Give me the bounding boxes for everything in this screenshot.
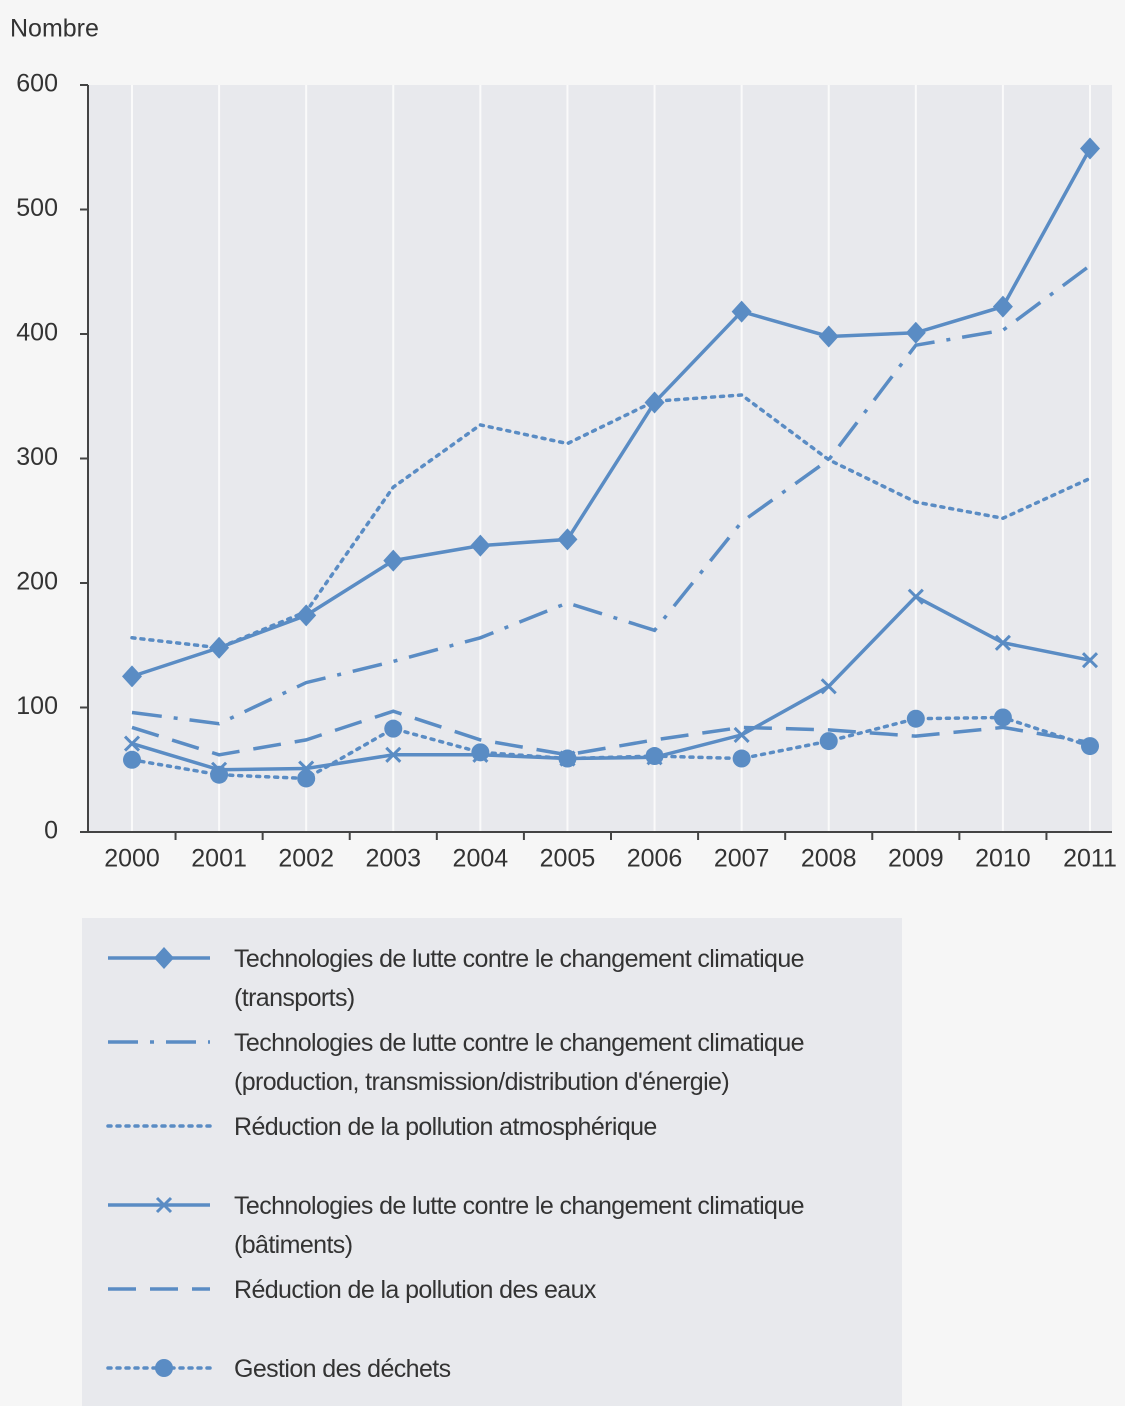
marker <box>209 636 230 659</box>
x-tick-label: 2000 <box>104 845 160 873</box>
marker <box>1081 652 1099 669</box>
marker <box>907 588 924 605</box>
marker <box>154 947 174 969</box>
marker <box>1080 137 1100 160</box>
legend-swatch <box>106 1124 212 1128</box>
x-tick-label: 2007 <box>714 845 770 873</box>
marker <box>992 295 1013 318</box>
marker <box>993 708 1012 727</box>
legend-item: Réduction de la pollution des eaux <box>82 1271 902 1310</box>
x-tick-label: 2003 <box>365 845 421 873</box>
marker <box>471 743 490 762</box>
marker <box>820 678 837 695</box>
x-tick-label: 2011 <box>1063 845 1117 873</box>
legend-item: Technologies de lutte contre le changeme… <box>82 940 902 1018</box>
y-tick-label: 200 <box>16 568 58 596</box>
legend-item: Technologies de lutte contre le changeme… <box>82 1187 902 1265</box>
y-tick-label: 500 <box>16 194 58 222</box>
marker <box>731 300 752 323</box>
marker <box>994 634 1011 651</box>
marker <box>384 719 403 738</box>
legend-label: Technologies de lutte contre le changeme… <box>234 1029 805 1096</box>
marker <box>905 321 926 344</box>
plot-area <box>88 85 1112 832</box>
x-tick-label: 2008 <box>801 845 857 873</box>
legend-item: Technologies de lutte contre le changeme… <box>82 1024 902 1102</box>
x-tick-label: 2002 <box>278 845 334 873</box>
marker <box>122 665 142 688</box>
marker <box>819 732 838 751</box>
legend-swatch <box>108 1040 210 1044</box>
x-tick-label: 2001 <box>191 845 247 873</box>
marker <box>470 534 491 557</box>
legend-label: Réduction de la pollution atmosphérique <box>234 1113 657 1141</box>
x-tick-label: 2006 <box>627 845 683 873</box>
marker <box>123 750 141 769</box>
marker <box>733 726 750 743</box>
series-line <box>131 709 1091 757</box>
legend-label: Gestion des déchets <box>234 1355 451 1383</box>
marker <box>155 1359 173 1377</box>
y-tick-label: 400 <box>16 319 58 347</box>
series-line <box>131 264 1092 726</box>
legend-swatch <box>108 1287 210 1291</box>
marker <box>818 325 839 348</box>
marker <box>155 1196 173 1214</box>
x-tick-label: 2010 <box>975 845 1031 873</box>
marker <box>385 746 402 763</box>
marker <box>1081 737 1099 756</box>
x-tick-label: 2009 <box>888 845 944 873</box>
x-tick-label: 2004 <box>453 845 509 873</box>
series-line <box>131 147 1092 679</box>
marker <box>557 528 578 551</box>
series-line <box>130 393 1092 650</box>
marker <box>558 749 577 768</box>
legend-swatch <box>108 1196 210 1214</box>
y-axis-label: Nombre <box>10 15 99 43</box>
legend-swatch <box>106 1359 212 1377</box>
y-tick-label: 300 <box>16 443 58 471</box>
x-tick-label: 2005 <box>540 845 596 873</box>
marker <box>906 709 925 728</box>
chart: Nombre 0 100 200 300 400 500 600 2000 2001 2002 20… <box>10 15 1117 873</box>
marker <box>732 749 751 768</box>
legend: Technologies de lutte contre le changeme… <box>82 918 902 1406</box>
y-tick-label: 0 <box>44 817 58 845</box>
marker <box>123 735 141 752</box>
y-tick-label: 100 <box>16 692 58 720</box>
y-tick-label: 600 <box>16 70 58 98</box>
marker <box>210 765 229 784</box>
legend-item: Gestion des déchets <box>82 1350 902 1389</box>
legend-label: Technologies de lutte contre le changeme… <box>234 1192 805 1259</box>
marker <box>645 747 664 766</box>
marker <box>383 549 404 572</box>
legend-swatch <box>108 947 210 969</box>
series-line <box>130 715 1092 781</box>
marker <box>644 391 665 414</box>
legend-label: Technologies de lutte contre le changeme… <box>234 945 805 1012</box>
legend-label: Réduction de la pollution des eaux <box>234 1276 596 1304</box>
legend-item: Réduction de la pollution atmosphérique <box>82 1108 902 1147</box>
marker <box>296 604 317 627</box>
marker <box>297 769 316 788</box>
